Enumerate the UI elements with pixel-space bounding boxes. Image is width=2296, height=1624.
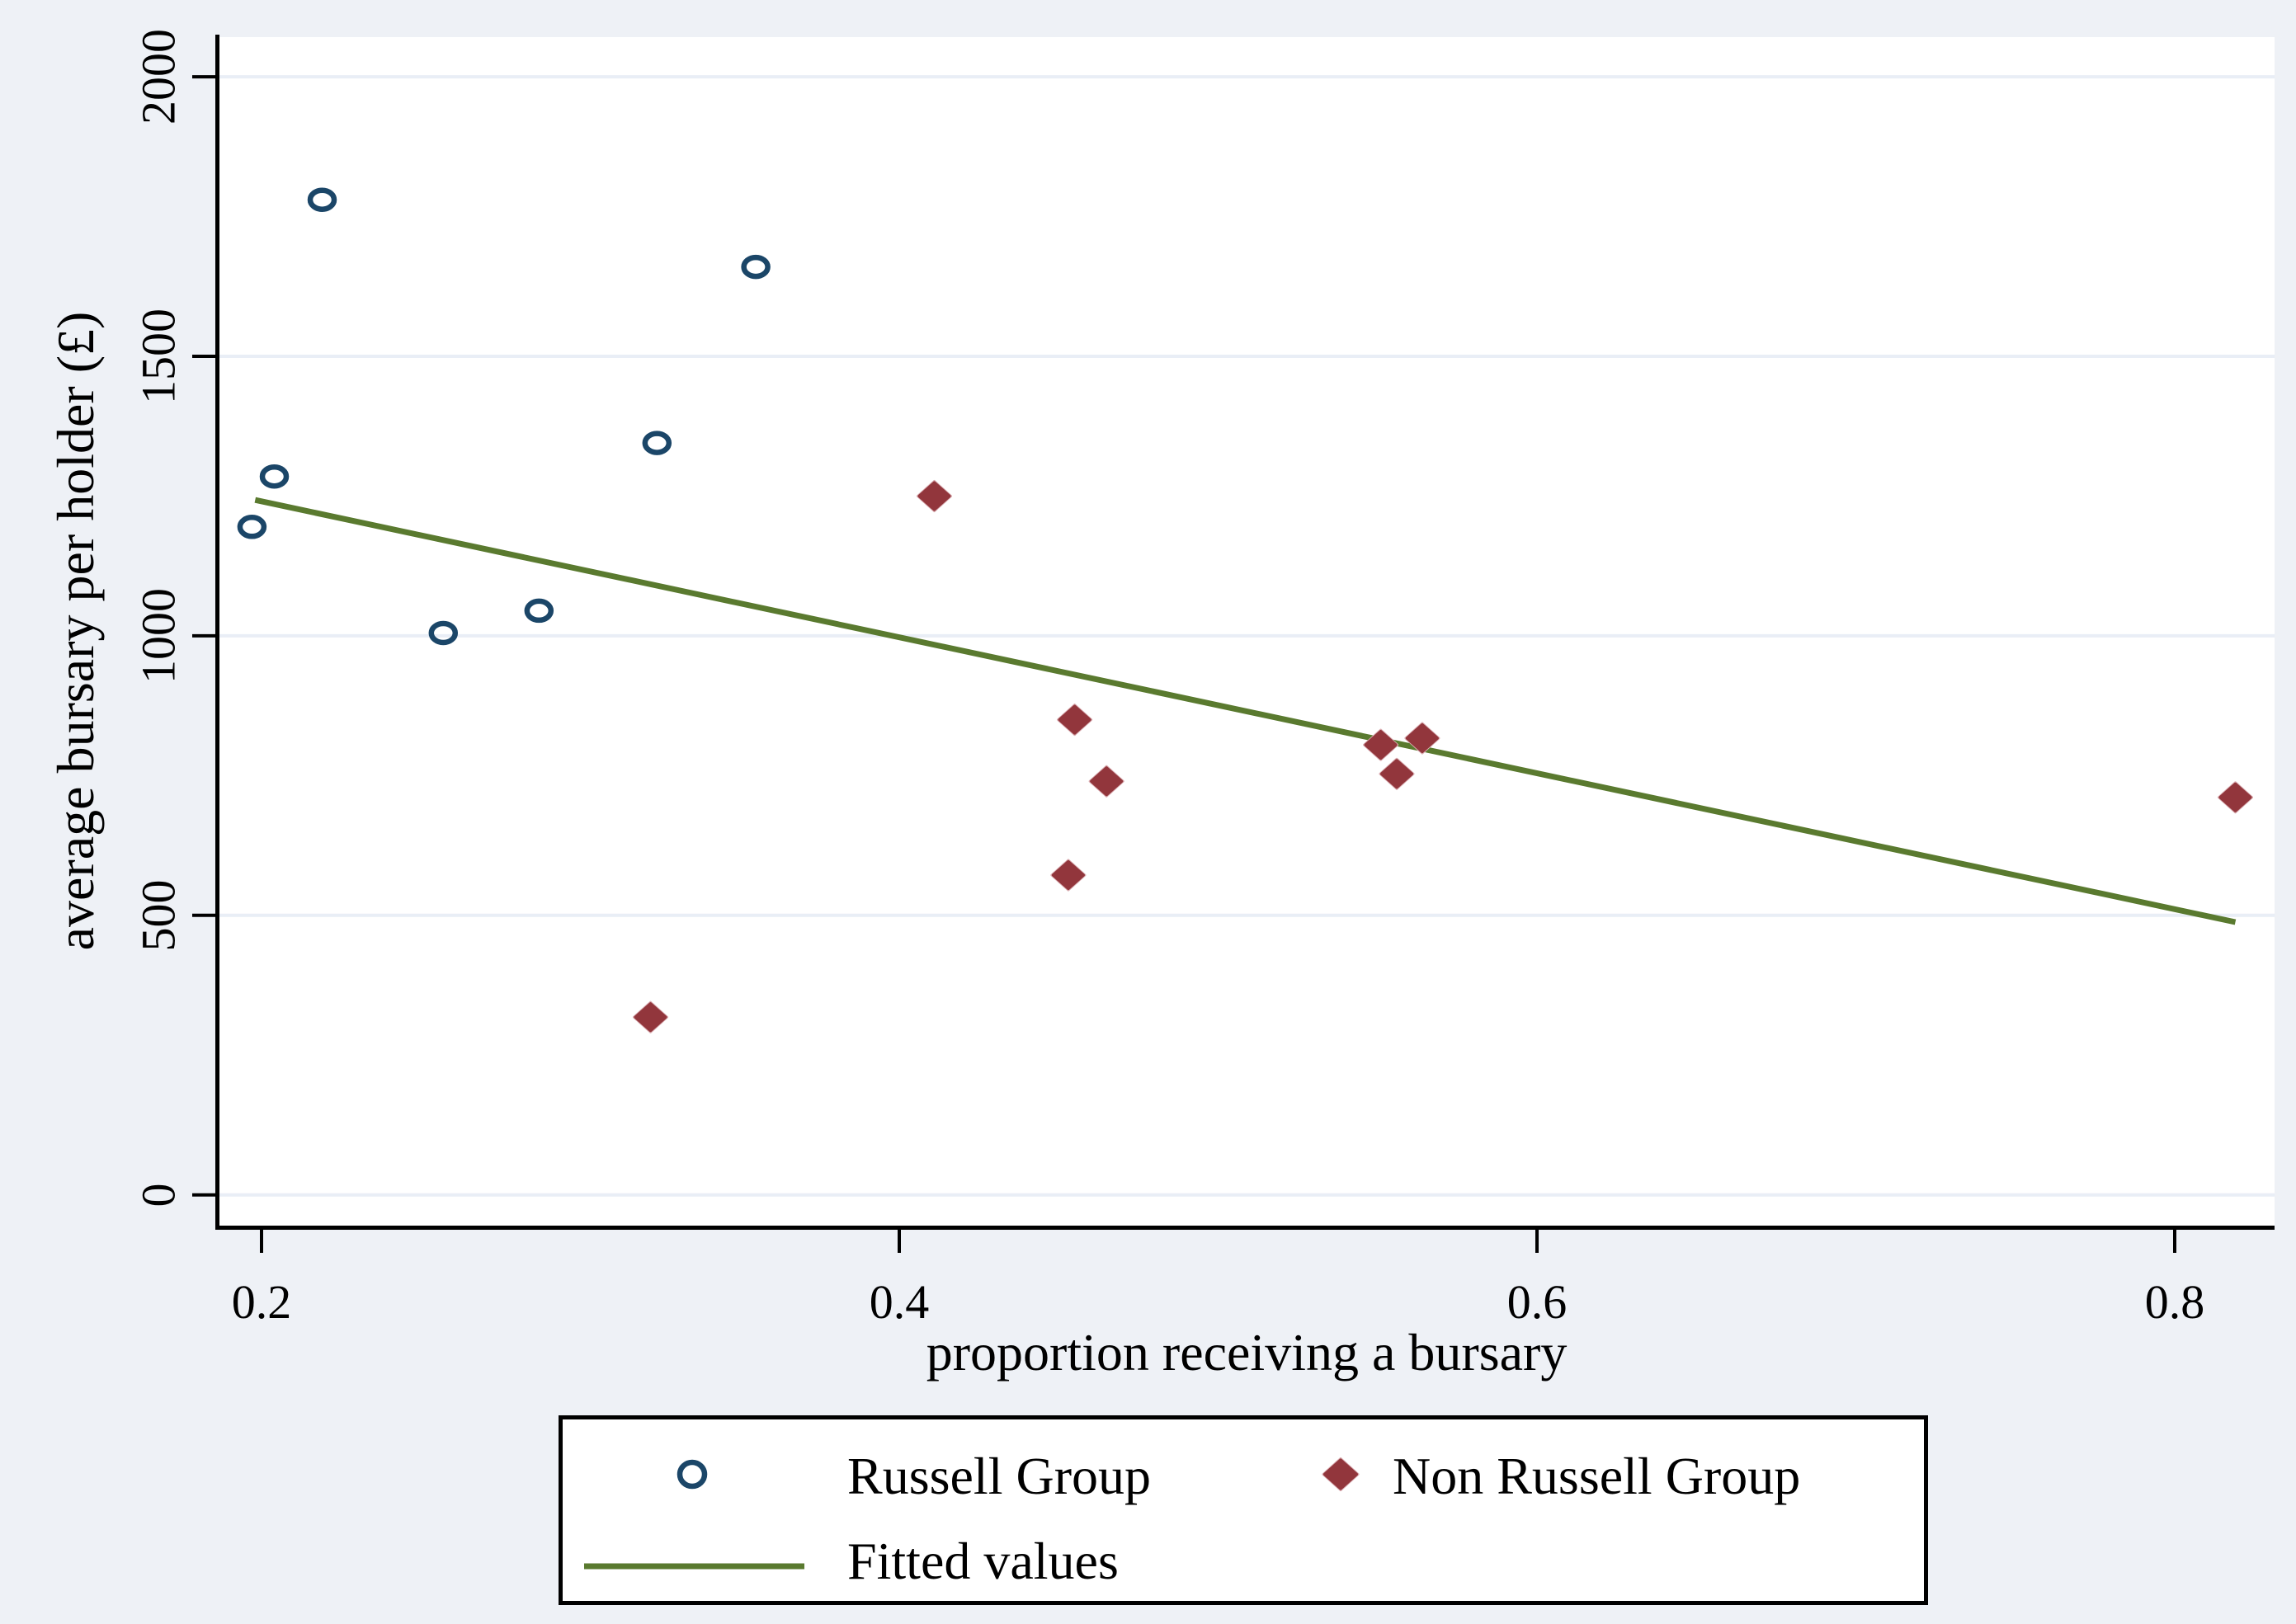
legend-label-non-russell-group: Non Russell Group [1393,1447,1801,1505]
y-tick-label-1000: 1000 [131,587,186,684]
x-tick-label-0.8: 0.8 [2144,1275,2205,1329]
russell-group-marker-icon [674,1458,710,1495]
non-russell-group-marker-icon [1319,1455,1362,1499]
legend-label-russell-group: Russell Group [847,1447,1151,1505]
y-axis-title: average bursary per holder (£) [46,311,105,951]
y-tick-label-1500: 1500 [131,308,186,405]
russell-point [642,431,672,455]
legend: Russell Group Non Russell Group Fitted v… [559,1415,1928,1605]
y-tick-label-0: 0 [131,1183,186,1207]
non-russell-point-core [1405,723,1439,753]
x-tick-label-0.6: 0.6 [1506,1275,1568,1329]
x-tick-label-0.4: 0.4 [869,1275,930,1329]
x-axis-title: proportion receiving a bursary [926,1323,1568,1382]
non-russell-point-core [1051,860,1085,890]
non-russell-point-core [917,481,951,511]
russell-point [524,598,554,624]
non-russell-point-core [1090,766,1124,797]
russell-point [307,187,337,212]
russell-point [259,464,290,489]
fitted-values-line-icon [584,1559,804,1570]
russell-point [237,515,267,539]
non-russell-point-core [1058,704,1091,735]
x-tick-label-0.2: 0.2 [231,1275,292,1329]
russell-point [428,620,459,646]
russell-point [741,254,771,280]
fitted-line [254,497,2237,925]
non-russell-point-core [1364,730,1398,760]
legend-label-fitted-values: Fitted values [847,1532,1119,1590]
y-tick-label-2000: 2000 [131,29,186,125]
y-tick-label-500: 500 [131,879,186,952]
non-russell-point-core [1380,759,1413,789]
non-russell-point-core [2218,782,2252,812]
non-russell-point-core [634,1002,667,1033]
plot-area [219,37,2275,1226]
